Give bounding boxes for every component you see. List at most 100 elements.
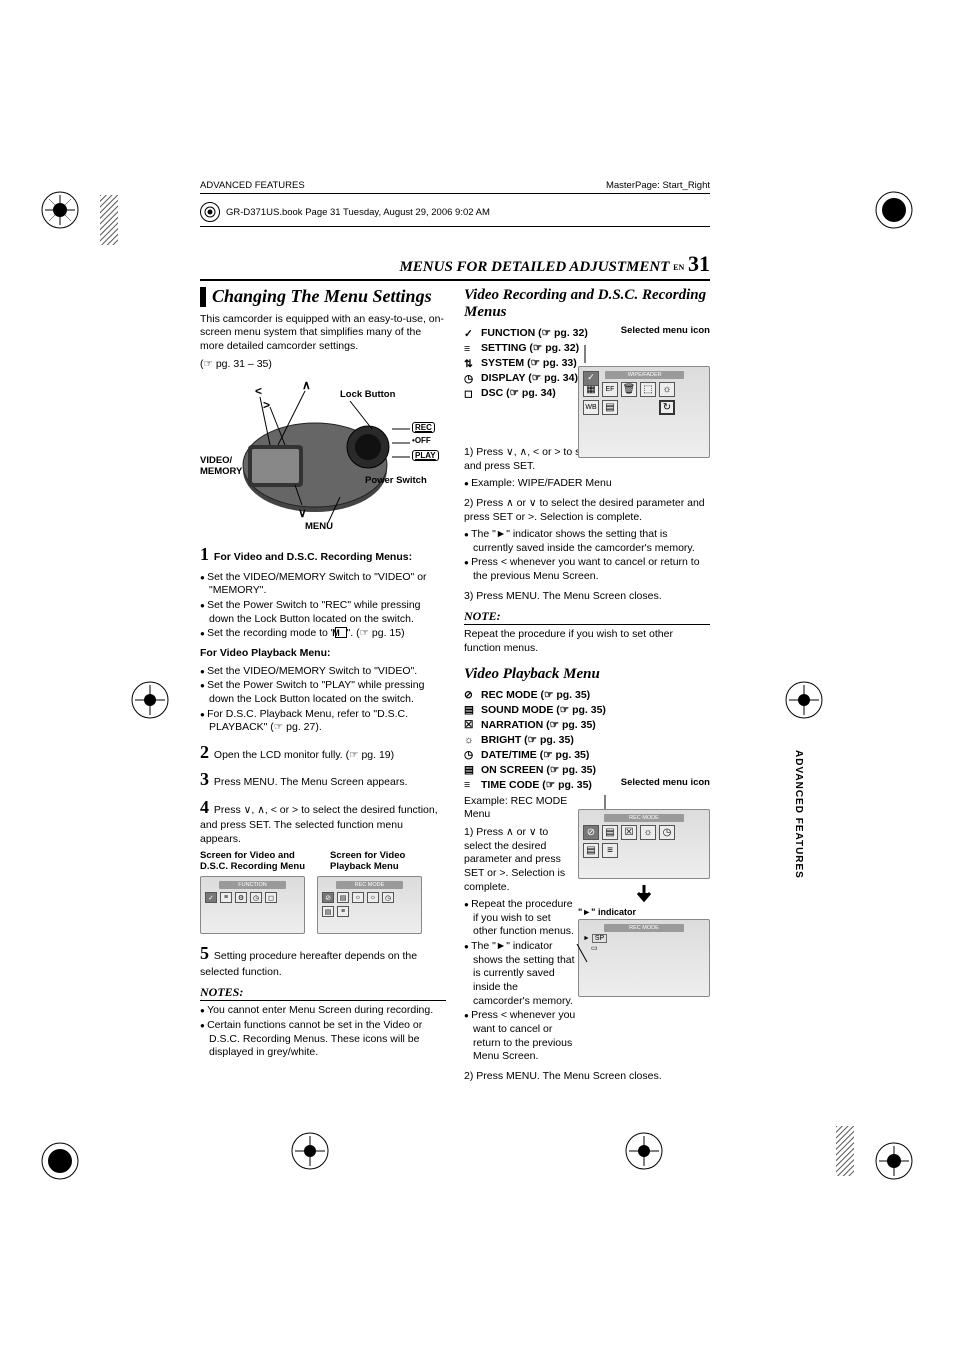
bright-icon: ☼ <box>464 734 477 745</box>
r-step2: 2) Press ∧ or ∨ to select the desired pa… <box>464 497 710 524</box>
note-heading: NOTE: <box>464 609 710 625</box>
menu-dsc: ◻DSC (☞ pg. 34) <box>464 387 594 399</box>
big1-title: WIPE/FADER <box>605 371 684 379</box>
onscreen-icon: ▤ <box>464 764 477 775</box>
regmark-icon <box>624 1131 664 1171</box>
m-icon: M <box>335 627 347 638</box>
notes-heading: NOTES: <box>200 985 446 1001</box>
arrow-down-icon <box>634 883 654 903</box>
screen-right: REC MODE ⊘▤☼☼◷ ▤≡ <box>317 876 422 934</box>
step-4: 4 Press ∨, ∧, < or > to select the desir… <box>200 796 446 847</box>
regmark-icon <box>874 1141 914 1181</box>
function-icon: ✓ <box>464 328 477 339</box>
pm-onscreen: ▤ON SCREEN (☞ pg. 35) <box>464 764 710 776</box>
header-left: ADVANCED FEATURES <box>200 180 305 191</box>
bookline-text: GR-D371US.book Page 31 Tuesday, August 2… <box>226 207 490 218</box>
vp-heading: Video Playback Menu <box>464 666 710 683</box>
indicator-line-icon <box>573 944 593 970</box>
svg-text:>: > <box>263 398 270 412</box>
menu-setting: ≡SETTING (☞ pg. 32) <box>464 342 594 354</box>
hatch-icon <box>100 195 118 245</box>
sound-icon: ▤ <box>464 704 477 715</box>
svg-text:∧: ∧ <box>302 378 311 392</box>
pm-rec: ⊘REC MODE (☞ pg. 35) <box>464 689 710 701</box>
setting-icon: ≡ <box>464 343 477 354</box>
lbl-lock: Lock Button <box>340 389 395 400</box>
step-1: 1 For Video and D.S.C. Recording Menus: <box>200 543 446 566</box>
step1-bullets: Set the VIDEO/MEMORY Switch to "VIDEO" o… <box>200 571 446 641</box>
notes-bullets: You cannot enter Menu Screen during reco… <box>200 1004 446 1060</box>
screen-captions: Screen for Video and D.S.C. Recording Me… <box>200 850 446 872</box>
step-2: 2 Open the LCD monitor fully. (☞ pg. 19) <box>200 741 446 764</box>
regmark-icon <box>40 190 80 230</box>
big3-title: REC MODE <box>604 924 683 932</box>
vp-step2: 2) Press MENU. The Menu Screen closes. <box>464 1070 710 1084</box>
big2-title: REC MODE <box>604 814 683 822</box>
rec-menus-heading: Video Recording and D.S.C. Recording Men… <box>464 287 710 321</box>
section-title: MENUS FOR DETAILED ADJUSTMENT EN 31 <box>200 251 710 281</box>
left-column: Changing The Menu Settings This camcorde… <box>200 287 446 1088</box>
menu-display: ◷DISPLAY (☞ pg. 34) <box>464 372 594 384</box>
r2-bullets: The "►" indicator shows the setting that… <box>464 528 710 584</box>
svg-text:<: < <box>255 384 262 398</box>
menu-system: ⇅SYSTEM (☞ pg. 33) <box>464 357 594 369</box>
timecode-icon: ≡ <box>464 779 477 790</box>
book-meta-line: GR-D371US.book Page 31 Tuesday, August 2… <box>200 202 710 222</box>
pointer-line-icon <box>598 795 612 809</box>
dsc-icon: ◻ <box>464 388 477 399</box>
menu-function: ✓FUNCTION (☞ pg. 32) <box>464 327 594 339</box>
regmark-icon <box>130 680 170 720</box>
ring-icon <box>200 202 220 222</box>
display-icon: ◷ <box>464 373 477 384</box>
note-body: Repeat the procedure if you wish to set … <box>464 628 710 655</box>
screen-left-title: FUNCTION <box>219 881 286 889</box>
lbl-play: PLAY <box>412 450 439 461</box>
lbl-off: •OFF <box>412 436 431 445</box>
pm-narr: ☒NARRATION (☞ pg. 35) <box>464 719 710 731</box>
narration-icon: ☒ <box>464 719 477 730</box>
lbl-menu: MENU <box>305 521 333 532</box>
pm-bright: ☼BRIGHT (☞ pg. 35) <box>464 734 710 746</box>
vpb-bullets: Set the VIDEO/MEMORY Switch to "VIDEO". … <box>200 665 446 735</box>
recmode-icon: ⊘ <box>464 689 477 700</box>
r-step3: 3) Press MENU. The Menu Screen closes. <box>464 590 710 604</box>
regmark-icon <box>40 1141 80 1181</box>
r1-example: Example: WIPE/FADER Menu <box>464 477 710 491</box>
svg-text:∨: ∨ <box>298 506 307 520</box>
pm-sound: ▤SOUND MODE (☞ pg. 35) <box>464 704 710 716</box>
intro-text: This camcorder is equipped with an easy-… <box>200 313 446 354</box>
pm-date: ◷DATE/TIME (☞ pg. 35) <box>464 749 710 761</box>
section-title-text: MENUS FOR DETAILED ADJUSTMENT <box>399 259 669 275</box>
step-5: 5 Setting procedure hereafter depends on… <box>200 942 446 979</box>
intro-pages: (☞ pg. 31 – 35) <box>200 358 446 372</box>
changing-menu-heading: Changing The Menu Settings <box>200 287 446 307</box>
camcorder-figure: < ∧ > ∨ Lock Button <box>200 375 446 535</box>
vpb-heading: For Video Playback Menu: <box>200 647 446 661</box>
screen-left: FUNCTION ✓≡⚙◷◻ <box>200 876 305 934</box>
hatch-icon <box>836 1126 854 1176</box>
side-tab-label: ADVANCED FEATURES <box>793 750 804 879</box>
header-right: MasterPage: Start_Right <box>606 180 710 191</box>
step-3: 3 Press MENU. The Menu Screen appears. <box>200 768 446 791</box>
selected-label-1: Selected menu icon <box>621 325 710 336</box>
page-header: ADVANCED FEATURES MasterPage: Start_Righ… <box>200 180 710 194</box>
big-screen-3: REC MODE ► SP ▭ <box>578 919 710 997</box>
example-line: Example: REC MODE Menu <box>464 795 576 822</box>
vp-bullets: Repeat the procedure if you wish to set … <box>464 898 576 1064</box>
lbl-rec: REC <box>412 422 435 433</box>
pointer-line-icon <box>578 345 592 363</box>
system-icon: ⇅ <box>464 358 477 369</box>
regmark-icon <box>784 680 824 720</box>
right-column: Video Recording and D.S.C. Recording Men… <box>464 287 710 1088</box>
screen-right-title: REC MODE <box>336 881 403 889</box>
big-screen-1: ✓ WIPE/FADER ▦EF🗑⬚☼ WB▤..↻ <box>578 366 710 458</box>
page-number: 31 <box>688 251 710 276</box>
sp-label: SP <box>592 934 607 943</box>
selected-label-2: Selected menu icon <box>621 777 710 788</box>
datetime-icon: ◷ <box>464 749 477 760</box>
lang-label: EN <box>673 263 684 272</box>
screen-row: FUNCTION ✓≡⚙◷◻ REC MODE ⊘▤☼☼◷ ▤≡ <box>200 876 446 934</box>
lbl-power: Power Switch <box>365 475 427 486</box>
big-screen-2: REC MODE ⊘▤☒☼◷ ▤≡ <box>578 809 710 879</box>
cap-right: Screen for Video Playback Menu <box>330 850 440 872</box>
